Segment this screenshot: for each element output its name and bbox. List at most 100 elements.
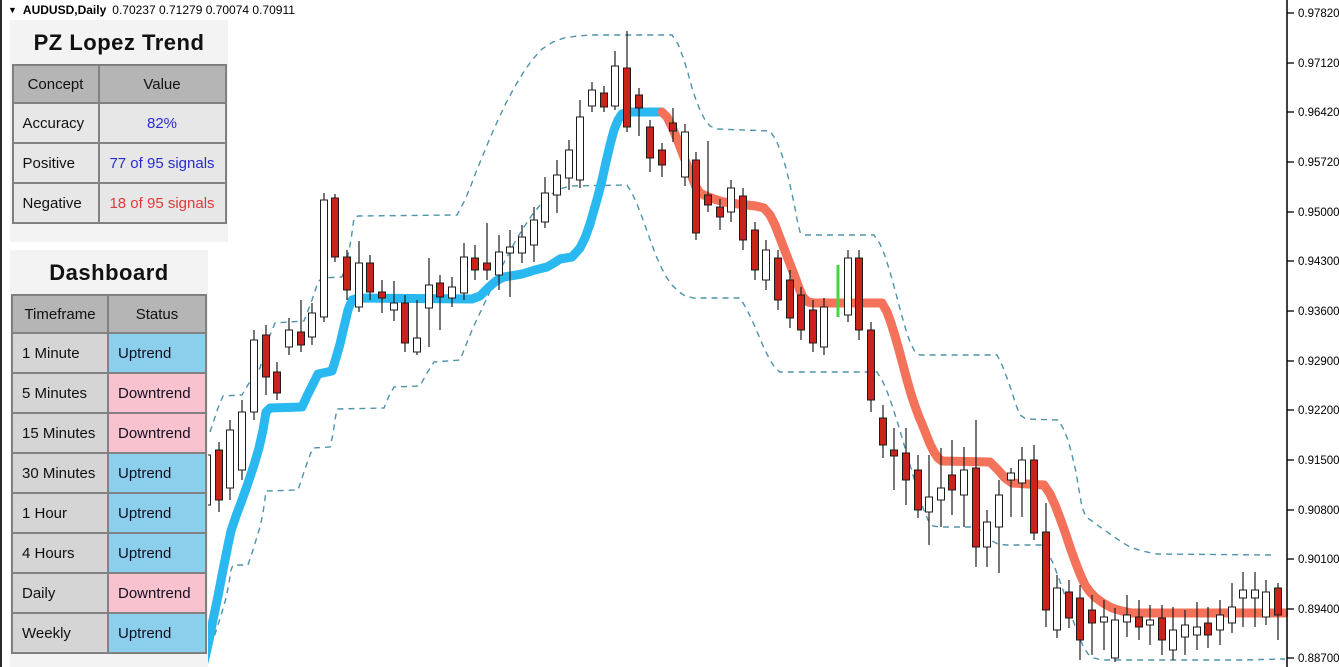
ohlc-values: 0.70237 0.71279 0.70074 0.70911 bbox=[112, 3, 295, 17]
candle-bearish bbox=[692, 159, 700, 234]
candle-bearish bbox=[297, 331, 305, 346]
pz-table-header: Concept Value bbox=[12, 65, 226, 103]
candle-bullish bbox=[226, 429, 234, 489]
candle-bearish bbox=[786, 279, 794, 319]
candle-bearish bbox=[774, 257, 782, 301]
candle-bearish bbox=[914, 469, 922, 511]
dashboard-row-1-minute: 1 Minute Uptrend bbox=[12, 333, 206, 373]
candle-bullish bbox=[530, 219, 538, 246]
candle-bullish bbox=[1181, 624, 1189, 638]
trend-line-downtrend bbox=[657, 107, 1290, 618]
candle-bullish bbox=[1239, 589, 1247, 599]
dash-status-badge: Downtrend bbox=[108, 413, 206, 453]
dash-col-status: Status bbox=[108, 295, 206, 333]
pz-row-accuracy: Accuracy 82% bbox=[12, 103, 226, 143]
candle-bullish bbox=[1216, 614, 1224, 631]
dashboard-panel: Dashboard Timeframe Status 1 Minute Uptrend… bbox=[10, 250, 208, 667]
dash-timeframe-label: Weekly bbox=[12, 613, 108, 653]
pz-value: 82% bbox=[98, 103, 226, 143]
candle-bullish bbox=[1053, 587, 1061, 631]
candle-bearish bbox=[855, 257, 863, 331]
candle-bearish bbox=[867, 329, 875, 401]
candle-bullish bbox=[576, 116, 584, 181]
price-axis-label: 0.91500 bbox=[1298, 455, 1339, 467]
candle-bearish bbox=[366, 262, 374, 293]
pz-lopez-trend-panel: PZ Lopez Trend Concept Value Accuracy 82% Po… bbox=[10, 20, 228, 242]
dashboard-table-header: Timeframe Status bbox=[12, 295, 206, 333]
price-axis-label: 0.96420 bbox=[1298, 107, 1339, 119]
candle-bearish bbox=[471, 257, 479, 271]
dash-timeframe-label: 1 Hour bbox=[12, 493, 108, 533]
candle-bearish bbox=[658, 149, 666, 166]
candle-bearish bbox=[716, 206, 724, 218]
candle-bullish bbox=[937, 487, 945, 501]
pz-row-positive: Positive 77 of 95 signals bbox=[12, 143, 226, 183]
price-axis-label: 0.93600 bbox=[1298, 306, 1339, 318]
candle-bearish bbox=[273, 371, 281, 394]
dash-status-badge: Uptrend bbox=[108, 533, 206, 573]
candle-bullish bbox=[320, 199, 328, 318]
candle-bearish bbox=[1158, 617, 1166, 641]
candle-bearish bbox=[646, 126, 654, 159]
price-axis-label: 0.92900 bbox=[1298, 356, 1339, 368]
dashboard-row-daily: Daily Downtrend bbox=[12, 573, 206, 613]
candle-bearish bbox=[797, 294, 805, 331]
candle-bearish bbox=[879, 417, 887, 446]
candle-bearish bbox=[948, 474, 956, 491]
candle-bullish bbox=[541, 192, 549, 223]
candle-bearish bbox=[262, 334, 270, 378]
price-axis-label: 0.89400 bbox=[1298, 604, 1339, 616]
candle-bullish bbox=[460, 256, 468, 294]
pz-stats-table: Concept Value Accuracy 82% Positive 77 of 95 … bbox=[11, 64, 227, 224]
dash-status-badge: Downtrend bbox=[108, 573, 206, 613]
dash-timeframe-label: 4 Hours bbox=[12, 533, 108, 573]
candle-bullish bbox=[495, 251, 503, 276]
symbol-name: AUDUSD,Daily bbox=[22, 3, 107, 17]
candle-bearish bbox=[1030, 459, 1038, 534]
pz-panel-title: PZ Lopez Trend bbox=[33, 30, 205, 55]
candle-bullish bbox=[588, 89, 596, 107]
candle-bearish bbox=[972, 467, 980, 548]
dash-status-badge: Uptrend bbox=[108, 493, 206, 533]
candle-bullish bbox=[820, 306, 828, 348]
candle-bearish bbox=[1042, 531, 1050, 611]
candle-bearish bbox=[623, 67, 631, 128]
candle-bearish bbox=[343, 256, 351, 291]
lower-channel-band bbox=[206, 184, 1286, 661]
candle-bearish bbox=[401, 302, 409, 344]
candle-bearish bbox=[704, 194, 712, 206]
dashboard-row-4-hours: 4 Hours Uptrend bbox=[12, 533, 206, 573]
price-axis-label: 0.90800 bbox=[1298, 505, 1339, 517]
pz-value: 18 of 95 signals bbox=[98, 183, 226, 223]
dash-timeframe-label: 15 Minutes bbox=[12, 413, 108, 453]
candle-bearish bbox=[378, 291, 386, 299]
price-axis-label: 0.94300 bbox=[1298, 256, 1339, 268]
candle-bearish bbox=[669, 122, 677, 132]
candle-bearish bbox=[890, 449, 898, 457]
pz-concept-label: Accuracy bbox=[12, 103, 99, 143]
dash-col-timeframe: Timeframe bbox=[12, 295, 108, 333]
dash-timeframe-label: 1 Minute bbox=[12, 333, 108, 373]
price-axis-background bbox=[1288, 0, 1339, 667]
price-axis-label: 0.88700 bbox=[1298, 653, 1339, 665]
candle-bullish bbox=[425, 284, 433, 309]
candle-bearish bbox=[1076, 597, 1084, 641]
dropdown-triangle-icon[interactable]: ▼ bbox=[8, 4, 17, 15]
symbol-info: ▼ AUDUSD,Daily 0.70237 0.71279 0.70074 0… bbox=[8, 2, 295, 18]
price-axis-label: 0.97120 bbox=[1298, 58, 1339, 70]
candle-bullish bbox=[553, 174, 561, 196]
trend-line-uptrend bbox=[199, 107, 667, 667]
candle-bullish bbox=[1100, 616, 1108, 623]
candle-bullish bbox=[355, 262, 363, 308]
candle-bullish bbox=[1146, 619, 1154, 626]
candle-bullish bbox=[681, 131, 689, 178]
dashboard-row-15-minutes: 15 Minutes Downtrend bbox=[12, 413, 206, 453]
dashboard-row-weekly: Weekly Uptrend bbox=[12, 613, 206, 653]
dashboard-row-5-minutes: 5 Minutes Downtrend bbox=[12, 373, 206, 413]
candle-bullish bbox=[1007, 472, 1015, 481]
candle-bearish bbox=[635, 94, 643, 109]
price-axis-label: 0.95720 bbox=[1298, 157, 1339, 169]
candle-bearish bbox=[600, 92, 608, 108]
